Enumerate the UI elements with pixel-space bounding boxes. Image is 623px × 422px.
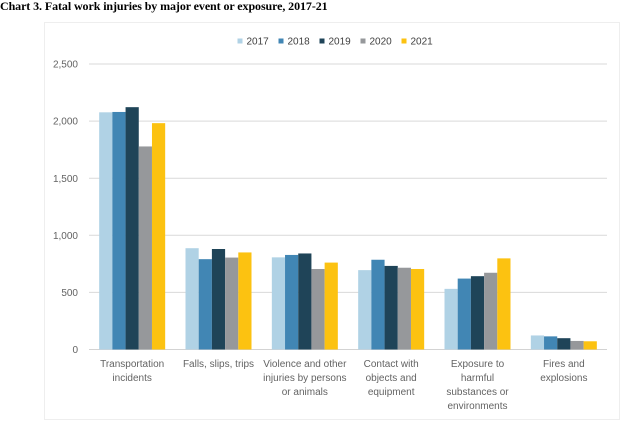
svg-text:2020: 2020	[370, 37, 393, 48]
svg-text:2019: 2019	[329, 37, 352, 48]
svg-text:500: 500	[61, 288, 78, 299]
svg-text:Falls, slips, trips: Falls, slips, trips	[183, 359, 254, 370]
svg-text:2,000: 2,000	[53, 117, 78, 128]
svg-text:1,500: 1,500	[53, 174, 78, 185]
svg-text:0: 0	[72, 345, 78, 356]
svg-text:2,500: 2,500	[53, 60, 78, 71]
svg-text:2018: 2018	[288, 37, 311, 48]
svg-text:1,000: 1,000	[53, 231, 78, 242]
svg-text:2021: 2021	[411, 37, 434, 48]
svg-text:2017: 2017	[247, 37, 270, 48]
